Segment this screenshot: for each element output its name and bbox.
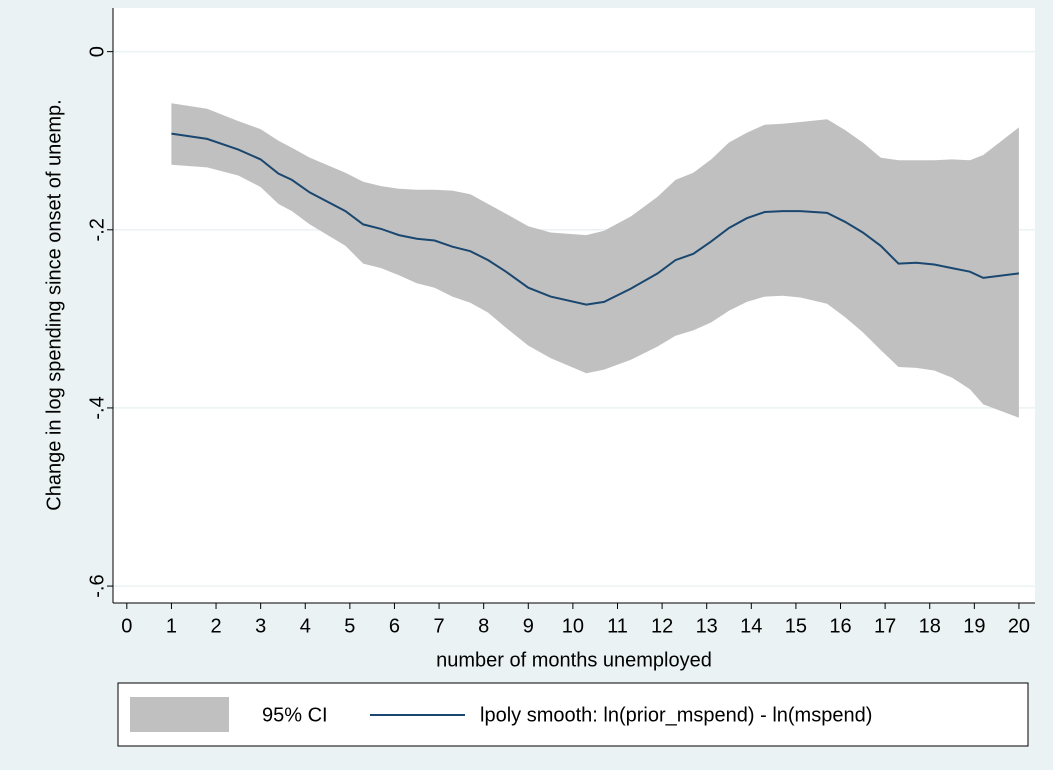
- x-tick-label: 7: [434, 615, 445, 637]
- x-tick-label: 8: [478, 615, 489, 637]
- y-axis-title: Change in log spending since onset of un…: [43, 99, 65, 510]
- x-tick-label: 0: [121, 615, 132, 637]
- x-tick-label: 12: [651, 615, 673, 637]
- x-tick-label: 1: [166, 615, 177, 637]
- x-axis-title: number of months unemployed: [436, 649, 712, 671]
- x-tick-label: 16: [829, 615, 851, 637]
- x-tick-label: 15: [785, 615, 807, 637]
- x-tick-label: 5: [344, 615, 355, 637]
- legend-swatch: [130, 697, 229, 732]
- legend-label: lpoly smooth: ln(prior_mspend) - ln(mspe…: [480, 704, 872, 726]
- legend: [117, 682, 1029, 747]
- y-tick-label: -.6: [86, 574, 108, 597]
- smooth-line: [171, 132, 1020, 306]
- x-tick-label: 6: [389, 615, 400, 637]
- x-tick-label: 3: [255, 615, 266, 637]
- legend-label: 95% CI: [262, 704, 328, 726]
- x-tick-label: 10: [562, 615, 584, 637]
- x-tick-label: 18: [919, 615, 941, 637]
- x-tick-label: 13: [696, 615, 718, 637]
- x-tick-label: 11: [607, 615, 628, 637]
- x-tick-label: 14: [740, 615, 762, 637]
- x-tick-label: 20: [1008, 615, 1030, 637]
- x-tick-label: 19: [963, 615, 985, 637]
- ci-band: [171, 103, 1019, 418]
- x-tick-label: 4: [300, 615, 311, 637]
- y-tick-label: -.4: [86, 396, 108, 419]
- y-tick-label: -.2: [86, 218, 108, 241]
- y-tick-label: 0: [86, 46, 108, 57]
- x-tick-label: 9: [523, 615, 534, 637]
- x-tick-label: 17: [874, 615, 896, 637]
- x-tick-label: 2: [210, 615, 221, 637]
